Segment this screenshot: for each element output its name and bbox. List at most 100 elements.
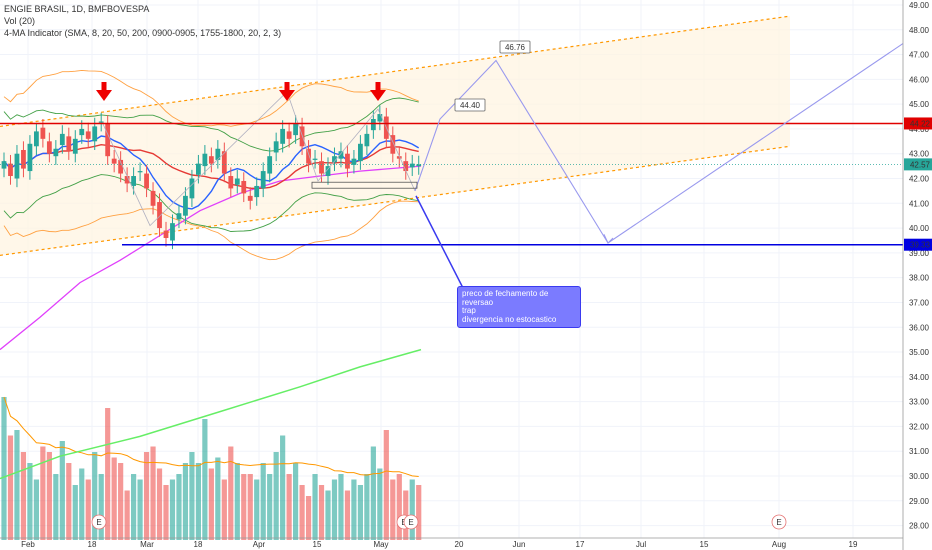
volume-bar	[40, 446, 46, 540]
volume-bar	[176, 474, 182, 540]
volume-bar	[416, 485, 422, 540]
candle-body	[332, 156, 337, 163]
candle-body	[267, 156, 273, 174]
candle-body	[1, 161, 7, 169]
volume-bar	[351, 479, 357, 540]
volume-bar	[254, 479, 260, 540]
volume-bar	[409, 479, 415, 540]
volume-bar	[267, 474, 273, 540]
volume-bar	[98, 474, 104, 540]
price-axis-bg	[903, 0, 932, 550]
time-tick-label: Jun	[513, 540, 526, 549]
projection-path	[414, 26, 928, 244]
callout-box	[454, 98, 486, 112]
price-tick-label: 36.00	[909, 323, 930, 332]
candle-body	[221, 151, 227, 174]
volume-bar	[325, 490, 331, 540]
candle-body	[228, 176, 234, 189]
candle-body	[358, 143, 363, 162]
price-tick-label: 35.00	[909, 348, 930, 357]
volume-bar	[228, 446, 234, 540]
candle-body	[409, 163, 415, 168]
candle-body	[189, 178, 195, 199]
candle-body	[111, 158, 117, 164]
symbol-title: ENGIE BRASIL, 1D, BMFBOVESPA	[4, 4, 150, 14]
ma-indicator-label[interactable]: 4-MA Indicator (SMA, 8, 20, 50, 200, 090…	[4, 28, 282, 38]
time-tick-label: 15	[313, 540, 322, 549]
candle-body	[124, 176, 130, 184]
candle-body	[202, 153, 208, 167]
volume-bar	[377, 468, 383, 540]
volume-bar	[195, 463, 201, 540]
price-tick-label: 47.00	[909, 51, 930, 60]
volume-bar	[305, 496, 312, 540]
candle-body	[98, 121, 104, 123]
candle-body	[351, 158, 357, 165]
price-tick-label: 38.00	[909, 274, 930, 283]
volume-bar	[14, 430, 20, 540]
candle-body	[345, 153, 350, 169]
band-lower-outer	[3, 200, 419, 261]
volume-bar	[150, 446, 156, 540]
price-tick-label: 33.00	[909, 398, 930, 407]
price-tick-label: 48.00	[909, 26, 930, 35]
price-tag-label: 42.57	[910, 160, 931, 169]
candle-body	[293, 123, 298, 136]
time-tick-label: Jul	[636, 540, 646, 549]
volume-bar	[331, 479, 338, 540]
time-tick-label: 18	[194, 540, 203, 549]
candle-body	[247, 195, 253, 201]
candle-body	[150, 190, 156, 206]
candle-body	[241, 180, 247, 194]
volume-bar	[137, 479, 143, 540]
volume-bar	[27, 463, 33, 540]
volume-bar	[20, 452, 27, 540]
volume-bar	[118, 463, 124, 540]
volume-bar	[273, 452, 279, 540]
volume-bar	[241, 474, 247, 540]
price-tag-label: 44.22	[910, 119, 931, 128]
time-tick-label: May	[373, 540, 388, 549]
price-tick-label: 32.00	[909, 422, 930, 431]
volume-bar	[131, 474, 137, 540]
time-tick-label: Feb	[21, 540, 35, 549]
candle-body	[66, 136, 72, 152]
volume-bar	[396, 474, 402, 540]
volume-bar	[293, 463, 299, 540]
candle-body	[27, 143, 33, 172]
volume-bar	[85, 479, 91, 540]
volume-bar	[215, 457, 221, 540]
earnings-label: E	[776, 518, 781, 527]
candle-body	[260, 171, 266, 189]
callout-box	[499, 40, 531, 54]
time-tick-label: Aug	[772, 540, 786, 549]
volume-bar	[390, 479, 396, 540]
volume-bar	[202, 419, 208, 540]
volume-bar	[234, 463, 240, 540]
candle-body	[196, 163, 201, 175]
volume-bar	[7, 435, 14, 540]
reversal-arrow-icon	[96, 82, 112, 101]
candle-body	[163, 230, 169, 239]
volume-bar	[79, 468, 85, 540]
price-tag	[904, 158, 932, 171]
price-tick-label: 49.00	[909, 1, 930, 10]
volume-indicator-label[interactable]: Vol (20)	[4, 16, 36, 26]
consolidation-box	[311, 181, 418, 189]
band-lower-inner	[3, 174, 419, 232]
volume-bar	[247, 474, 253, 540]
annotation-note[interactable]: preco de fechamento de reversao trap div…	[457, 286, 581, 328]
reversal-arrow-icon	[370, 82, 386, 101]
time-tick-label: Apr	[253, 540, 266, 549]
candle-body	[234, 178, 240, 185]
candle-body	[85, 131, 91, 139]
volume-ma-line	[3, 396, 419, 477]
volume-bar	[105, 408, 111, 540]
volume-bar	[260, 463, 266, 540]
price-tick-label: 28.00	[909, 522, 930, 531]
candle-body	[208, 156, 214, 164]
volume-bar	[33, 479, 39, 540]
candle-body	[79, 128, 85, 136]
time-tick-label: 19	[849, 540, 858, 549]
